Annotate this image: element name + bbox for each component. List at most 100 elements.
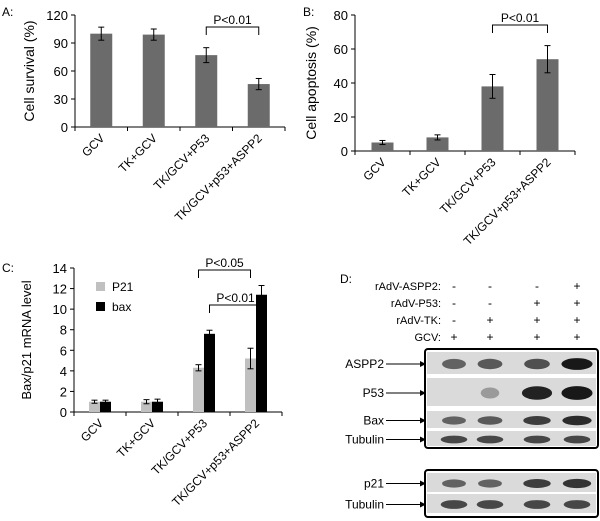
condition-mark: - xyxy=(452,296,456,310)
condition-mark: + xyxy=(533,313,540,327)
significance-label: P<0.01 xyxy=(213,13,252,27)
bar-p21 xyxy=(245,358,256,412)
bar xyxy=(536,59,559,152)
y-tick-label: 80 xyxy=(334,8,348,23)
significance-bracket xyxy=(492,24,548,33)
blot-row-label: ASPP2 xyxy=(345,357,384,371)
category-label: TK+GCV xyxy=(116,131,160,175)
chart-a: 0 30 60 90 120 Cell survival (%) GCV TK+GCV TK/G… xyxy=(21,8,286,224)
y-tick-label: 20 xyxy=(334,110,348,125)
western-blot-d: rAdV-ASPP2: - - - +rAdV-P53: - - + +rAdV-TK: - + + +… xyxy=(345,279,599,518)
blot-band xyxy=(476,435,504,444)
blot-row-label: Tubulin xyxy=(345,433,384,447)
bar xyxy=(426,137,449,151)
condition-mark: - xyxy=(452,313,456,327)
blot-row-label: Bax xyxy=(363,414,384,428)
y-axis-label: Bax/p21 mRNA level xyxy=(19,280,34,399)
bar xyxy=(195,55,218,128)
legend-label: P21 xyxy=(112,280,134,294)
blot-strip xyxy=(427,473,596,492)
blot-band xyxy=(523,479,551,488)
category-label: GCV xyxy=(79,131,107,159)
blot-arrow-head xyxy=(420,361,426,367)
bar-p21 xyxy=(193,367,204,412)
blot-band xyxy=(440,435,468,444)
bar xyxy=(481,86,504,151)
y-tick-label: 40 xyxy=(334,76,348,91)
category-label: TK+GCV xyxy=(400,155,444,199)
y-tick-label: 60 xyxy=(334,42,348,57)
significance-label: P<0.01 xyxy=(216,291,255,305)
blot-band xyxy=(561,358,593,370)
y-tick-label: 14 xyxy=(53,261,67,276)
bar xyxy=(142,34,165,127)
y-tick-label: 0 xyxy=(60,405,67,420)
blot-strip xyxy=(427,431,596,446)
legend-label: bax xyxy=(112,300,131,314)
significance-bracket xyxy=(209,304,262,313)
y-tick-label: 2 xyxy=(60,384,67,399)
panel-label-b: B: xyxy=(303,5,314,19)
y-tick-label: 12 xyxy=(53,282,67,297)
blot-band xyxy=(521,386,553,400)
blot-band xyxy=(563,500,591,509)
significance-label: P<0.05 xyxy=(205,256,244,270)
condition-mark: - xyxy=(488,296,492,310)
blot-band xyxy=(476,500,504,509)
bar-bax xyxy=(256,294,267,412)
y-tick-label: 90 xyxy=(54,36,68,51)
bar xyxy=(247,84,270,127)
condition-label: GCV: xyxy=(415,332,442,344)
blot-band xyxy=(442,416,466,425)
blot-arrow-head xyxy=(420,501,426,508)
significance-label: P<0.01 xyxy=(501,11,540,25)
condition-mark: + xyxy=(573,279,580,293)
condition-label: rAdV-P53: xyxy=(391,298,441,310)
blot-strip xyxy=(427,411,596,428)
condition-mark: + xyxy=(573,296,580,310)
blot-arrow-head xyxy=(420,390,426,396)
blot-band xyxy=(523,435,551,444)
bar-bax xyxy=(100,401,111,412)
significance-bracket xyxy=(205,26,260,35)
blot-arrow-head xyxy=(420,480,426,487)
category-label: GCV xyxy=(78,416,106,444)
chart-c: 0 2 4 6 8 10 12 14 Bax/p21 mRNA level GCV TK+GCVTK… xyxy=(19,256,283,509)
blot-band xyxy=(442,358,466,370)
condition-mark: + xyxy=(573,330,580,344)
panel-label-d: D: xyxy=(340,272,352,286)
legend-swatch xyxy=(96,282,105,291)
blot-band xyxy=(524,358,550,370)
condition-mark: - xyxy=(535,279,539,293)
y-tick-label: 0 xyxy=(341,144,348,159)
blot-band xyxy=(440,500,468,509)
blot-arrow-head xyxy=(420,417,426,424)
blot-strip xyxy=(427,494,596,513)
bar xyxy=(371,142,394,151)
condition-mark: + xyxy=(573,313,580,327)
y-axis-label: Cell apoptosis (%) xyxy=(303,26,319,140)
blot-row-label: p21 xyxy=(364,477,384,491)
y-tick-label: 6 xyxy=(60,343,67,358)
blot-band xyxy=(480,387,500,399)
condition-mark: - xyxy=(452,279,456,293)
bar-p21 xyxy=(141,401,152,412)
blot-strip xyxy=(427,352,596,374)
y-tick-label: 8 xyxy=(60,323,67,338)
blot-band xyxy=(562,415,592,426)
blot-row-label: P53 xyxy=(363,386,385,400)
blot-band xyxy=(563,435,591,444)
condition-label: rAdV-TK: xyxy=(396,315,441,327)
y-tick-label: 120 xyxy=(46,8,68,23)
bar-bax xyxy=(152,401,163,412)
y-axis-label: Cell survival (%) xyxy=(21,20,37,121)
blot-band xyxy=(477,416,503,425)
blot-band xyxy=(562,478,592,489)
blot-band xyxy=(478,479,502,488)
bar xyxy=(90,33,113,127)
y-tick-label: 10 xyxy=(53,302,67,317)
blot-band xyxy=(523,416,551,425)
y-tick-label: 60 xyxy=(54,64,68,79)
y-tick-label: 4 xyxy=(60,364,67,379)
